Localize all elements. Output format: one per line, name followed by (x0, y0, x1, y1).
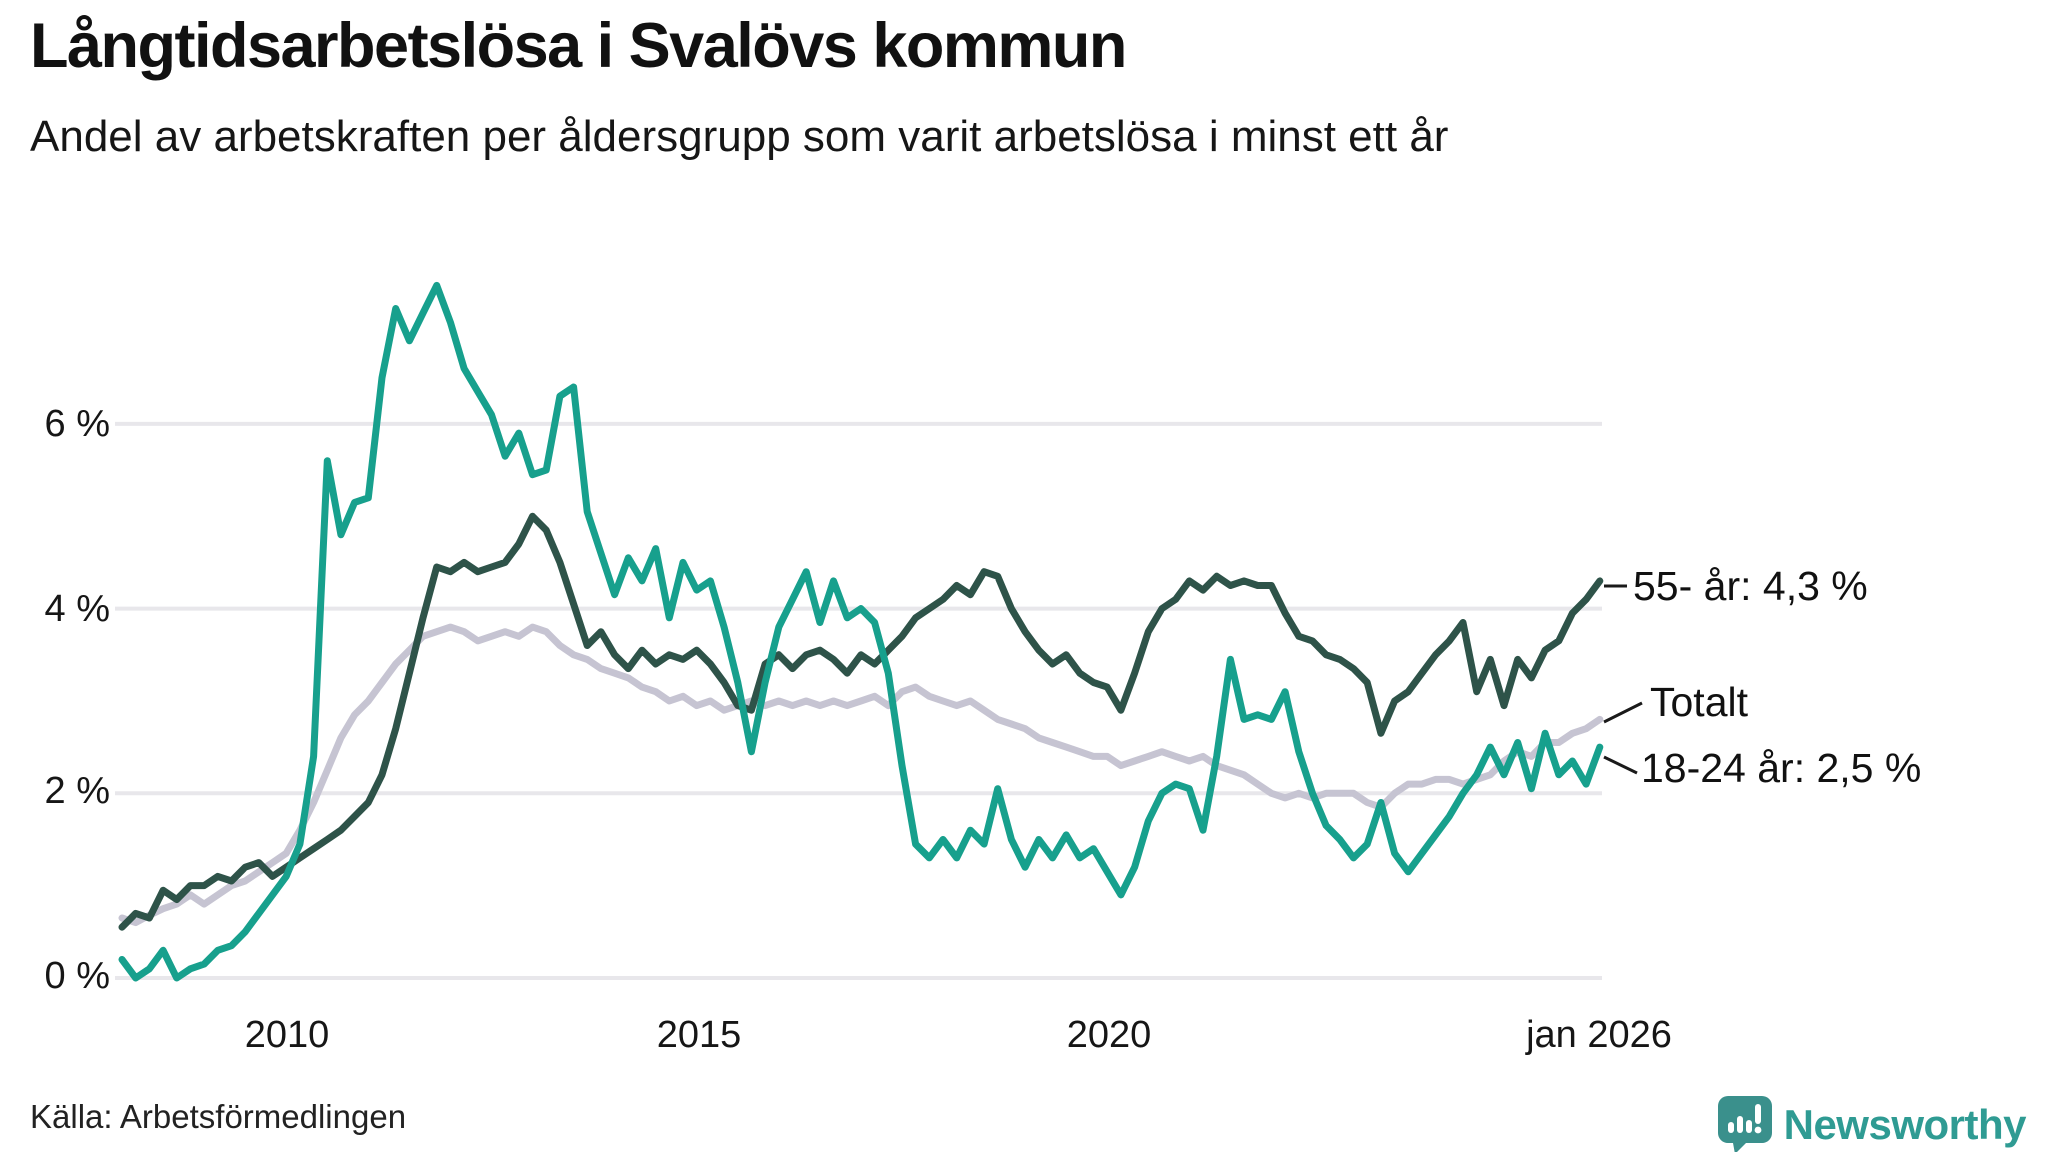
series-line-55-r (118, 512, 1604, 931)
source-note: Källa: Arbetsförmedlingen (30, 1098, 407, 1135)
series-line-totalt (118, 623, 1604, 927)
newsworthy-logo-icon (1717, 1096, 1772, 1152)
series-line-18-24-r (118, 281, 1604, 982)
series-lines (118, 281, 1604, 982)
newsworthy-brand-link[interactable]: Newsworthy (1717, 1096, 2027, 1152)
y-axis-tick-0: 0 % (44, 955, 110, 997)
x-axis-tick-2015: 2015 (656, 1014, 742, 1056)
x-axis-tick-2010: 2010 (244, 1014, 330, 1056)
annotation-connectors (1603, 584, 1643, 775)
x-axis-tick-jan2026: jan 2026 (1526, 1014, 1672, 1056)
x-axis-tick-2020: 2020 (1066, 1014, 1152, 1056)
y-axis-tick-2: 2 % (44, 770, 110, 812)
connector-1824 (1603, 755, 1638, 775)
chart-subtitle: Andel av arbetskraften per åldersgrupp s… (30, 112, 1449, 161)
y-axis-tick-4: 4 % (44, 588, 110, 630)
chart-title: Långtidsarbetslösa i Svalövs kommun (30, 11, 1127, 81)
newsworthy-wordmark: Newsworthy (1783, 1101, 2027, 1148)
connector-totalt (1603, 701, 1643, 724)
label-series-55: 55- år: 4,3 % (1633, 563, 1868, 609)
y-axis-tick-6: 6 % (44, 403, 110, 445)
gridlines (115, 421, 1602, 980)
label-series-totalt: Totalt (1650, 679, 1748, 725)
label-series-1824: 18-24 år: 2,5 % (1641, 745, 1922, 791)
